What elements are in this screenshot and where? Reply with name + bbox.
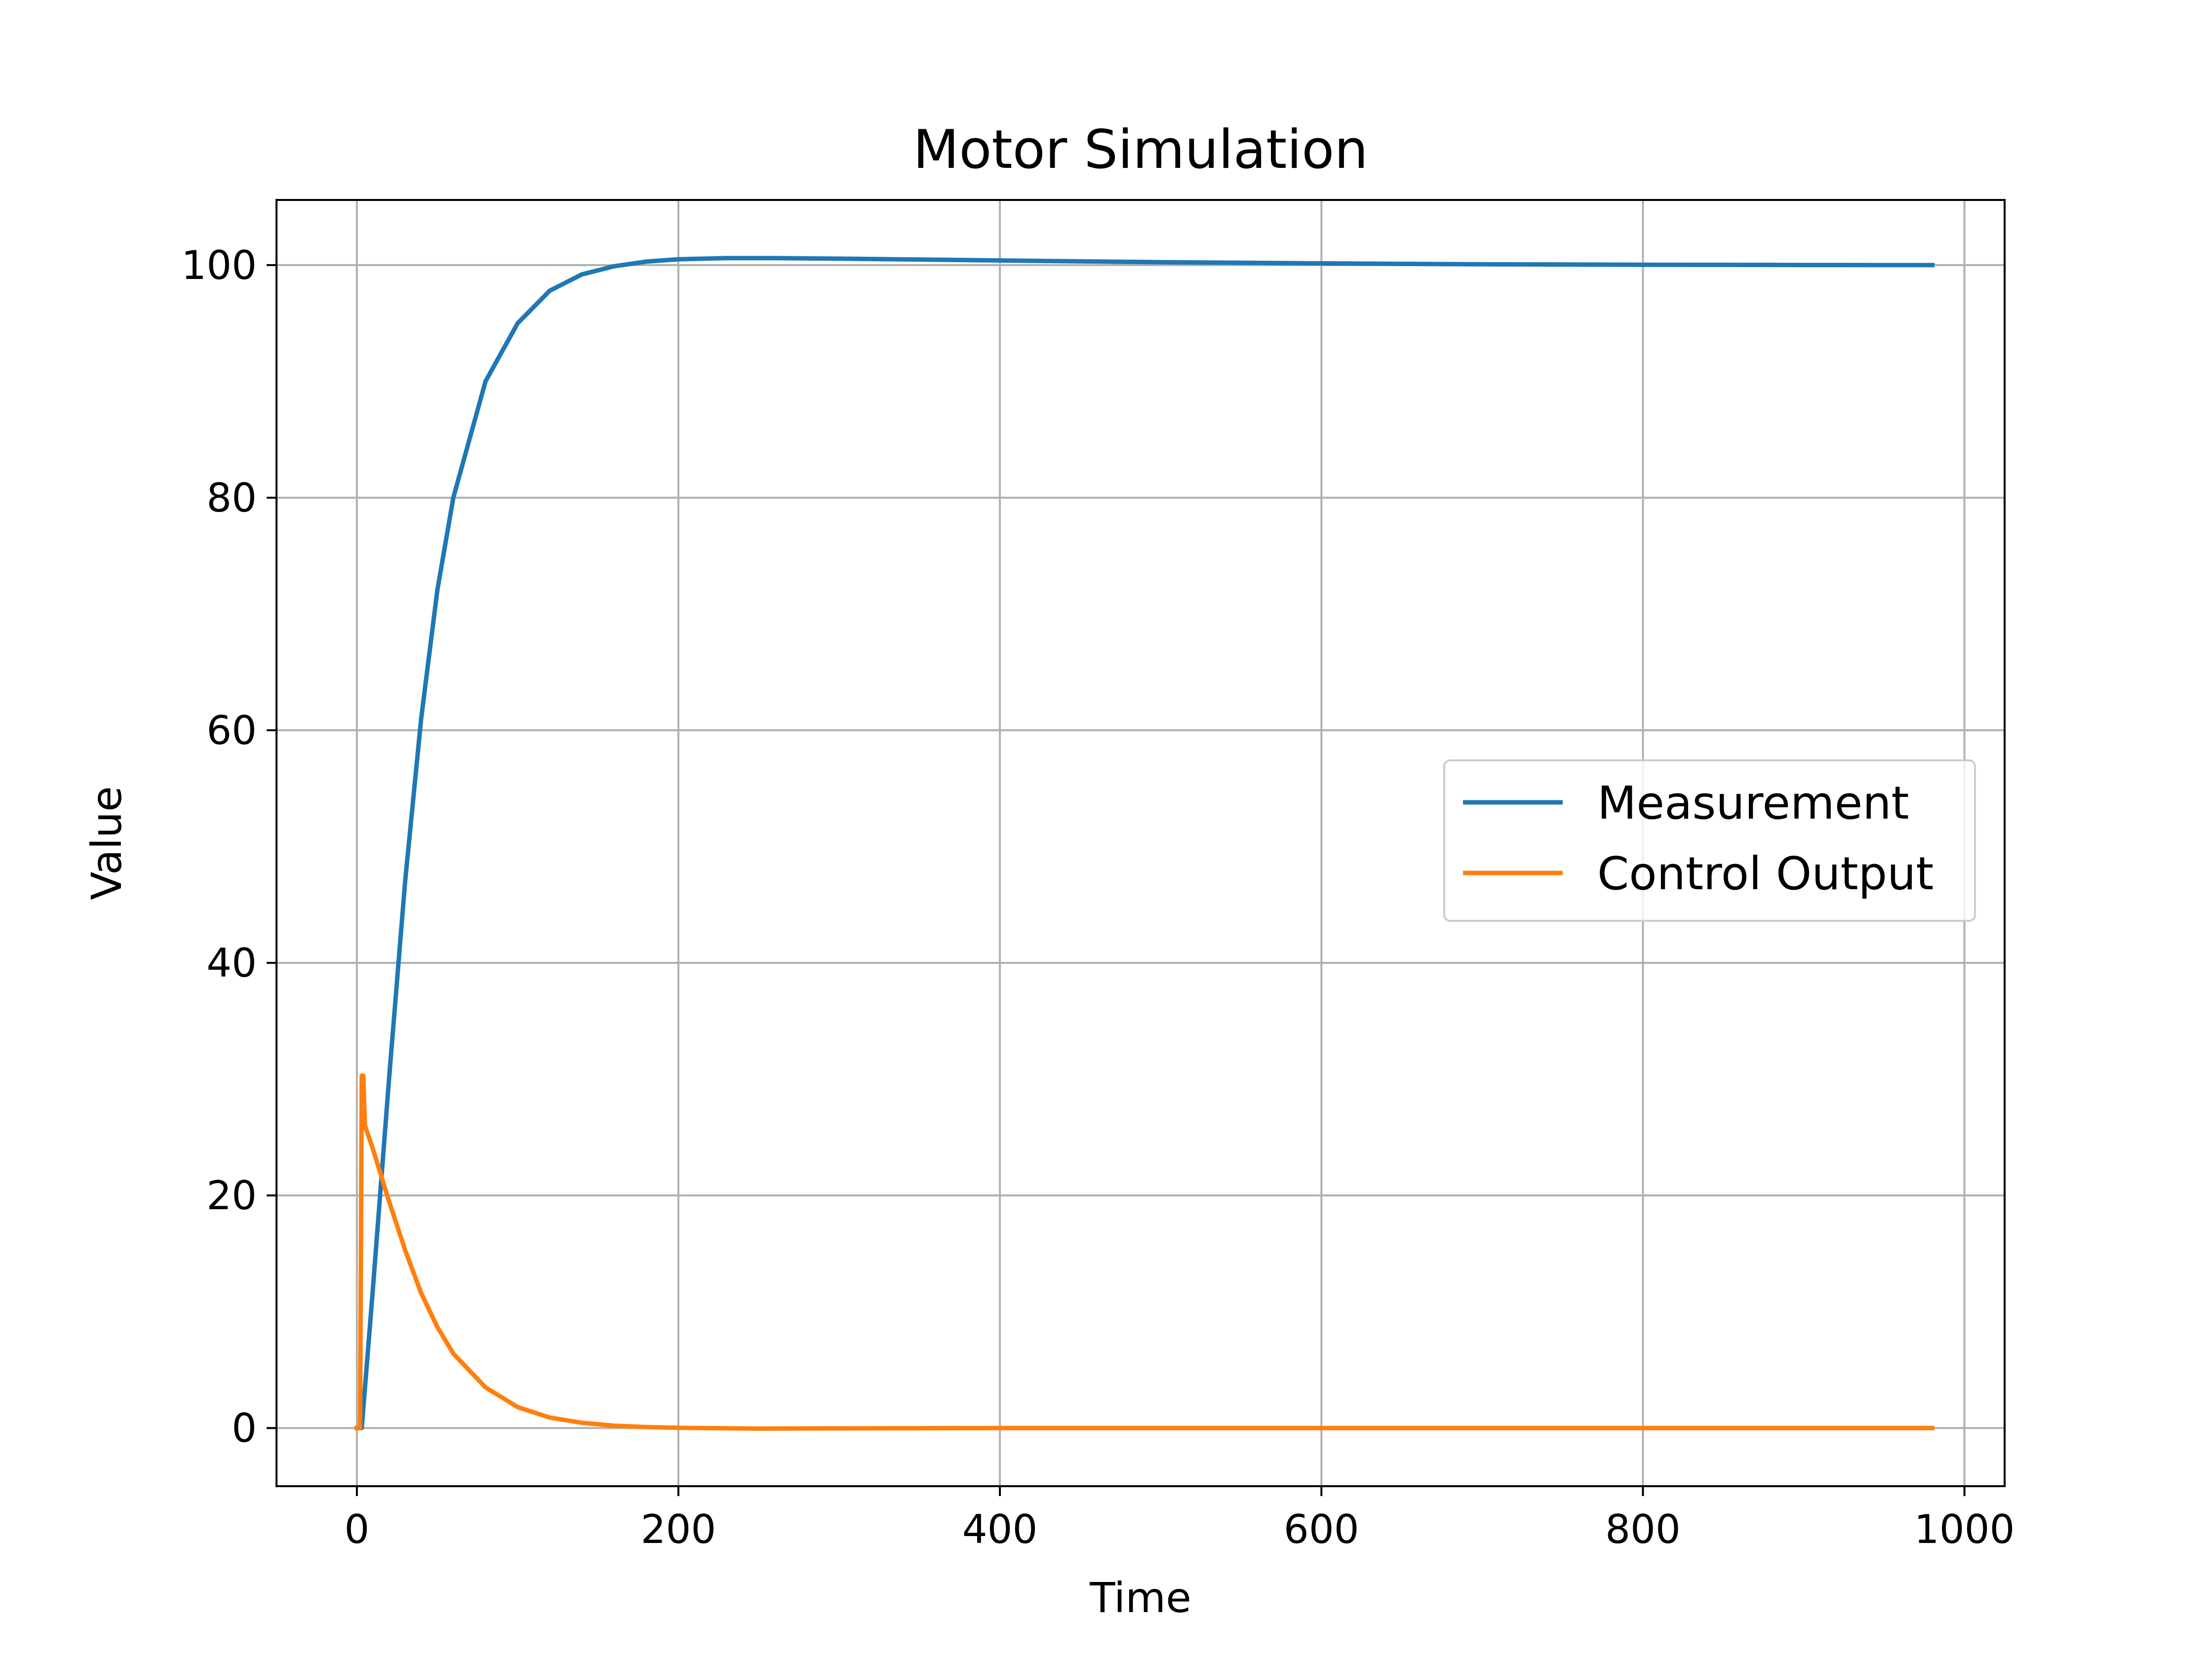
legend-label-measurement: Measurement (1597, 777, 1909, 830)
axis-ticks: 0 200 400 600 800 1000 0 20 40 60 80 100 (181, 242, 2014, 1552)
x-axis-label: Time (1089, 1574, 1191, 1622)
series-lines (355, 256, 1935, 1431)
y-tick-label: 20 (206, 1173, 257, 1219)
series-line-measurement (355, 256, 1935, 1430)
axes-frame (276, 199, 2006, 1487)
y-tick-label: 0 (232, 1405, 257, 1451)
x-tick-label: 1000 (1914, 1506, 2015, 1552)
y-tick-label: 40 (206, 940, 257, 986)
x-tick-label: 800 (1605, 1506, 1681, 1552)
y-axis-label: Value (82, 786, 131, 900)
x-tick-label: 400 (962, 1506, 1038, 1552)
legend-box (1443, 759, 1976, 922)
y-tick-label: 100 (181, 242, 257, 288)
y-tick-label: 80 (206, 475, 257, 521)
legend-label-control-output: Control Output (1597, 847, 1934, 900)
y-tick-label: 60 (206, 708, 257, 753)
legend: Measurement Control Output (1443, 759, 1976, 922)
series-line-control-output (355, 1073, 1935, 1431)
x-tick-label: 600 (1284, 1506, 1359, 1552)
chart-title: Motor Simulation (913, 119, 1368, 181)
x-tick-label: 0 (344, 1506, 369, 1552)
x-tick-label: 200 (641, 1506, 716, 1552)
grid-lines (276, 200, 2005, 1486)
